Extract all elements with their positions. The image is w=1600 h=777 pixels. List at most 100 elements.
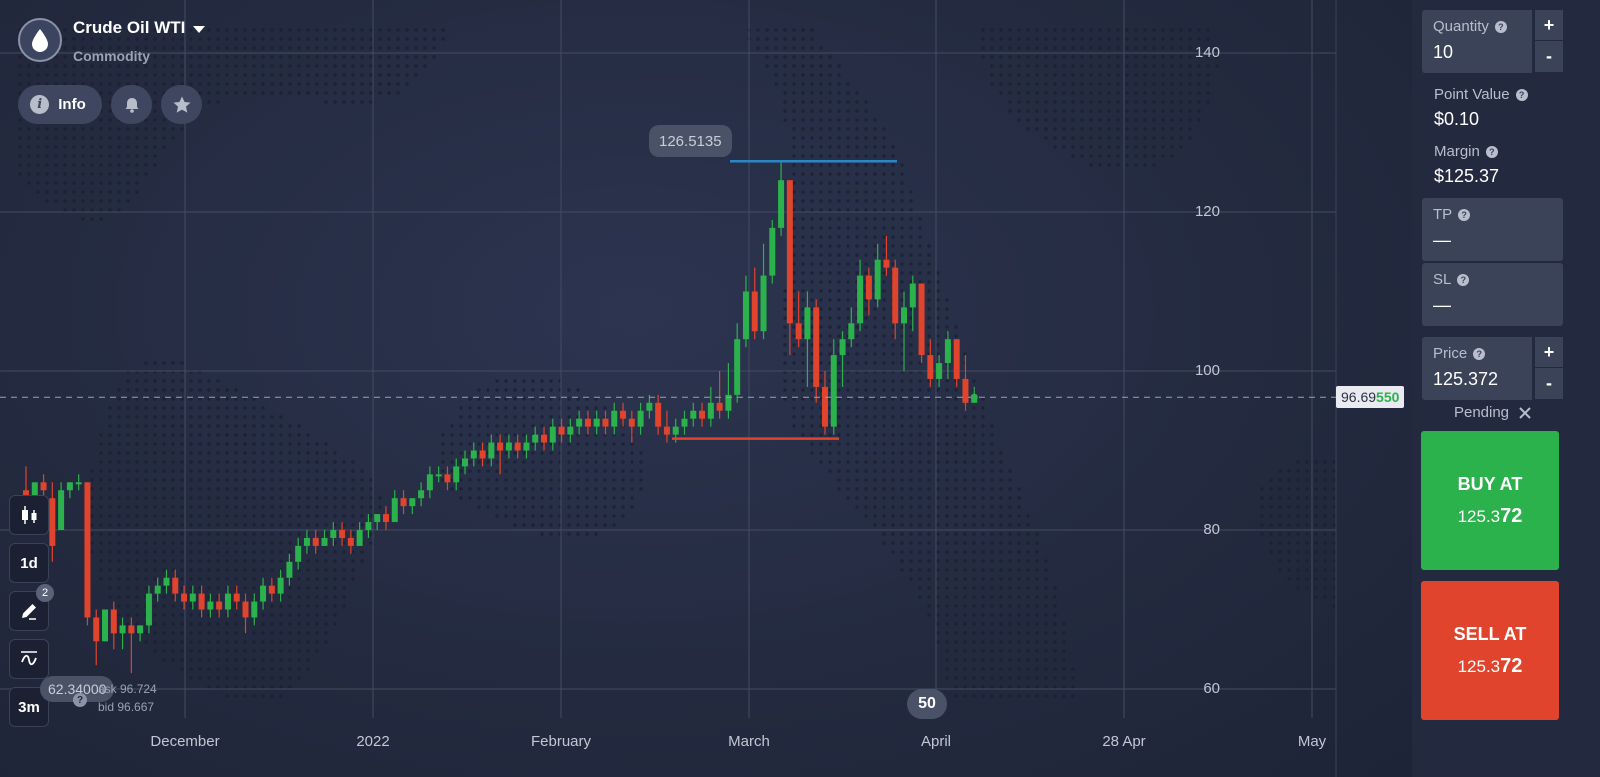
- candle: [479, 442, 486, 467]
- point-value-field: Point Value? $0.10: [1434, 86, 1528, 130]
- timeframe-button[interactable]: 1d: [9, 543, 49, 583]
- candle: [128, 617, 135, 674]
- asset-type: Commodity: [73, 48, 150, 64]
- price-field[interactable]: Price? 125.372: [1422, 337, 1532, 400]
- help-icon[interactable]: ?: [1457, 273, 1470, 286]
- candle: [541, 426, 548, 451]
- candle: [909, 275, 916, 332]
- candle: [391, 490, 398, 523]
- favorite-button[interactable]: [161, 85, 202, 124]
- candle: [242, 593, 249, 634]
- quantity-plus-button[interactable]: +: [1535, 10, 1563, 41]
- candle: [435, 466, 442, 483]
- candle: [154, 577, 161, 602]
- candle: [628, 410, 635, 443]
- info-button[interactable]: i Info: [18, 85, 102, 124]
- price-value[interactable]: 125.372: [1433, 369, 1499, 389]
- tp-label: TP: [1433, 206, 1453, 223]
- help-icon[interactable]: ?: [1485, 145, 1498, 158]
- sell-price: 125.372: [1458, 655, 1523, 678]
- candle: [769, 219, 776, 284]
- candle: [49, 482, 56, 562]
- candle: [576, 410, 583, 435]
- candle: [216, 593, 223, 618]
- point-value: $0.10: [1434, 109, 1480, 129]
- drawing-tools-button[interactable]: 2: [9, 584, 54, 631]
- chart-area[interactable]: Crude Oil WTI Commodity i Info 126.5135 …: [0, 0, 1412, 777]
- info-label: Info: [58, 96, 86, 113]
- candle: [707, 386, 714, 427]
- candle: [198, 585, 205, 618]
- period-button[interactable]: 3m: [9, 687, 49, 727]
- timeframe-label: 1d: [20, 554, 38, 572]
- y-tick-80: 80: [1203, 521, 1220, 538]
- candle: [584, 410, 591, 435]
- candle: [734, 323, 741, 403]
- price-plus-button[interactable]: +: [1535, 337, 1563, 368]
- candle: [260, 577, 267, 610]
- candle: [830, 339, 837, 435]
- help-icon[interactable]: ?: [1458, 208, 1471, 221]
- help-icon[interactable]: ?: [1494, 20, 1507, 33]
- zoom-count-badge[interactable]: 50: [907, 689, 947, 719]
- candle: [821, 371, 828, 435]
- candle: [145, 585, 152, 634]
- candle: [936, 355, 943, 387]
- alert-button[interactable]: [111, 85, 152, 124]
- candle: [813, 299, 820, 403]
- help-icon[interactable]: ?: [1473, 347, 1486, 360]
- close-icon[interactable]: [1519, 406, 1531, 419]
- candle: [962, 355, 969, 411]
- candle: [918, 283, 925, 364]
- candle: [409, 498, 416, 515]
- candle: [927, 339, 934, 387]
- candle: [303, 530, 310, 554]
- candle: [488, 434, 495, 467]
- stop-loss-field[interactable]: SL? —: [1422, 263, 1563, 326]
- help-icon[interactable]: ?: [73, 693, 87, 707]
- x-tick-28-apr: 28 Apr: [1102, 733, 1146, 750]
- candle: [725, 363, 732, 419]
- asset-selector[interactable]: Crude Oil WTI: [73, 18, 206, 38]
- candle: [874, 243, 881, 308]
- candle: [268, 577, 275, 602]
- quantity-value[interactable]: 10: [1433, 42, 1454, 62]
- candle: [453, 458, 460, 491]
- candle: [655, 394, 662, 435]
- buy-price: 125.372: [1458, 505, 1523, 528]
- quantity-stepper[interactable]: + -: [1535, 10, 1563, 72]
- candle: [602, 410, 609, 435]
- quantity-minus-button[interactable]: -: [1546, 46, 1552, 66]
- candle: [339, 522, 346, 546]
- candle: [251, 593, 258, 626]
- help-icon[interactable]: ?: [1515, 88, 1528, 101]
- current-price-tail: 550: [1376, 389, 1400, 405]
- x-tick-may: May: [1297, 733, 1327, 750]
- candle: [110, 601, 117, 650]
- sell-button[interactable]: SELL AT 125.372: [1421, 581, 1559, 720]
- margin-label: Margin: [1434, 143, 1480, 160]
- candles-icon: [22, 506, 37, 524]
- candle: [330, 522, 337, 546]
- indicators-button[interactable]: [9, 639, 49, 679]
- price-minus-button[interactable]: -: [1546, 373, 1552, 393]
- candle: [742, 275, 749, 348]
- x-tick-february: February: [530, 733, 592, 750]
- price-chart[interactable]: [0, 0, 1412, 777]
- candle: [286, 553, 293, 586]
- sell-price-main: 125.3: [1457, 656, 1501, 676]
- price-stepper[interactable]: + -: [1535, 337, 1563, 399]
- candle: [277, 569, 284, 602]
- chart-type-button[interactable]: [9, 495, 49, 535]
- take-profit-field[interactable]: TP? —: [1422, 198, 1563, 261]
- y-tick-120: 120: [1194, 203, 1220, 220]
- candle: [347, 530, 354, 554]
- asset-header: Crude Oil WTI Commodity: [18, 18, 206, 64]
- pending-label: Pending: [1453, 404, 1510, 421]
- buy-button[interactable]: BUY AT 125.372: [1421, 431, 1559, 570]
- candle: [233, 585, 240, 610]
- quantity-field[interactable]: Quantity? 10: [1422, 10, 1532, 73]
- candle: [681, 410, 688, 435]
- bell-icon: [125, 97, 138, 113]
- asset-actions: i Info: [18, 85, 202, 124]
